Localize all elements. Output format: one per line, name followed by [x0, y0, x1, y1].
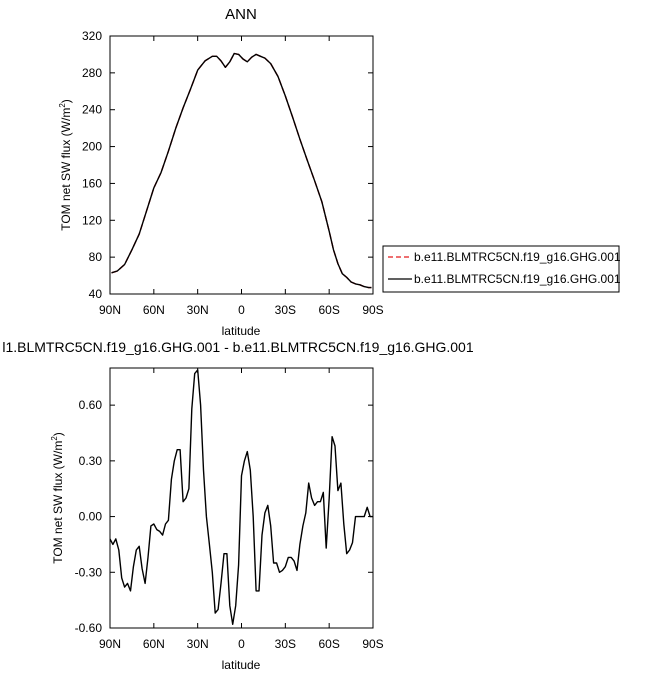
top-x-tick-label: 60N: [143, 303, 165, 317]
bottom-chart-title: l1.BLMTRC5CN.f19_g16.GHG.001 - b.e11.BLM…: [2, 339, 474, 355]
top-plot-frame: [109, 35, 374, 295]
bottom-x-tick-label: 0: [238, 637, 245, 651]
top-series-line-1: [111, 52, 372, 289]
bottom-y-tick-label: -0.30: [75, 565, 103, 579]
bottom-x-tick-label: 90N: [99, 637, 121, 651]
bottom-plot-frame: [109, 367, 374, 629]
bottom-y-ticks: -0.60 -0.30 0.00 0.30 0.60: [75, 398, 373, 635]
top-y-tick-label: 40: [89, 287, 103, 301]
bottom-y-axis-label-tail: ): [51, 432, 65, 436]
top-x-ticks: 90N 60N 30N 0 30S 60S 90S: [99, 36, 384, 317]
top-y-axis-label-sup: 2: [58, 103, 67, 108]
bottom-x-tick-label: 30S: [275, 637, 296, 651]
top-series-line-2: [111, 52, 372, 289]
top-y-tick-label: 120: [82, 213, 102, 227]
top-y-tick-label: 80: [89, 250, 103, 264]
legend: b.e11.BLMTRC5CN.f19_g16.GHG.001 b.e11.BL…: [382, 245, 621, 293]
top-y-axis-label: TOM net SW flux (W/m2): [58, 99, 73, 231]
bottom-y-tick-label: -0.60: [75, 621, 103, 635]
bottom-y-tick-label: 0.60: [79, 398, 103, 412]
top-y-tick-label: 280: [82, 66, 102, 80]
bottom-x-tick-label: 90S: [362, 637, 383, 651]
top-x-tick-label: 90S: [362, 303, 383, 317]
bottom-y-tick-label: 0.00: [79, 510, 103, 524]
bottom-y-axis-label: TOM net SW flux (W/m2): [50, 432, 65, 564]
bottom-y-axis-label-sup: 2: [50, 436, 59, 441]
top-y-tick-label: 320: [82, 29, 102, 43]
top-chart-title: ANN: [225, 6, 257, 23]
top-y-axis-label-main: TOM net SW flux (W/m: [59, 108, 73, 231]
top-x-tick-label: 60S: [318, 303, 339, 317]
top-x-axis-label: latitude: [222, 324, 261, 338]
top-y-ticks: 40 80 120 160 200 240 280 320: [82, 29, 373, 301]
legend-label-2: b.e11.BLMTRC5CN.f19_g16.GHG.001: [414, 272, 621, 286]
bottom-series-line-1: [109, 369, 373, 625]
bottom-x-tick-label: 60S: [318, 637, 339, 651]
top-x-tick-label: 30S: [275, 303, 296, 317]
bottom-x-axis-label: latitude: [222, 658, 261, 672]
top-chart: ANN 90N 60N 30N 0 30S 60S 90S 4080120160200240…: [58, 6, 621, 338]
bottom-x-tick-label: 60N: [143, 637, 165, 651]
legend-box: [382, 245, 620, 293]
top-y-axis-label-tail: ): [59, 99, 73, 103]
top-y-tick-label: 240: [82, 103, 102, 117]
bottom-series-lines: [109, 369, 373, 625]
bottom-x-tick-label: 30N: [187, 637, 209, 651]
bottom-y-tick-label: 0.30: [79, 454, 103, 468]
bottom-x-ticks: 90N 60N 30N 0 30S 60S 90S: [99, 368, 384, 651]
top-x-tick-label: 30N: [187, 303, 209, 317]
top-x-tick-label: 90N: [99, 303, 121, 317]
bottom-chart: l1.BLMTRC5CN.f19_g16.GHG.001 - b.e11.BLM…: [2, 339, 474, 672]
bottom-y-axis-label-main: TOM net SW flux (W/m: [51, 441, 65, 564]
top-x-tick-label: 0: [238, 303, 245, 317]
legend-label-1: b.e11.BLMTRC5CN.f19_g16.GHG.001: [414, 250, 621, 264]
top-y-tick-label: 200: [82, 140, 102, 154]
top-series-lines: [111, 52, 372, 289]
top-y-tick-label: 160: [82, 176, 102, 190]
